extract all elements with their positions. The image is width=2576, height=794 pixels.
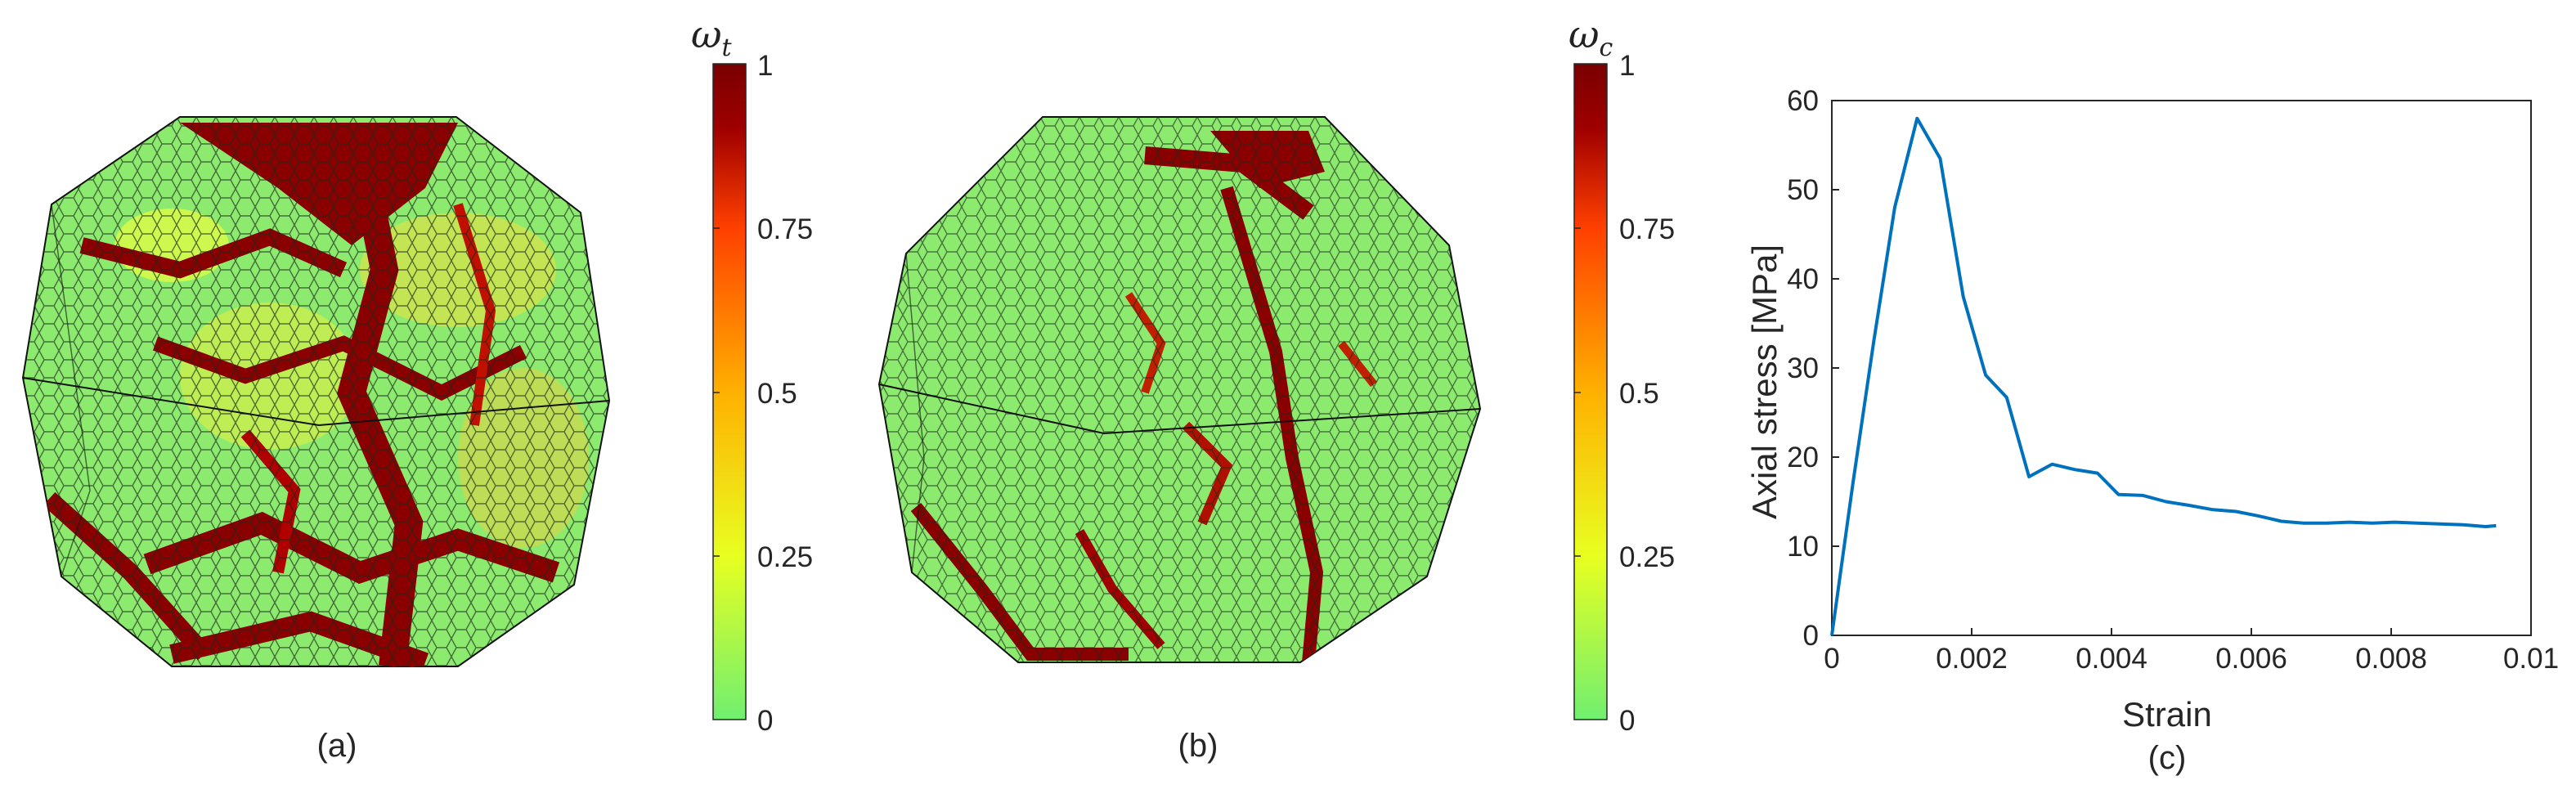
colorbar-b-tick: 0: [1619, 705, 1635, 737]
caption-a: (a): [317, 728, 357, 764]
colorbar-b-tick: 0.75: [1619, 213, 1675, 245]
colorbar-b-title: ωc: [1568, 12, 1613, 62]
x-tick-label: 0.002: [1936, 643, 2008, 675]
series-line: [1830, 116, 2497, 636]
x-tick-label: 0.004: [2076, 643, 2147, 675]
colorbar-b-tick: 0.5: [1619, 378, 1659, 410]
plot-frame: [1831, 100, 2532, 636]
colorbar-a-tick: 0: [757, 705, 773, 737]
colorbar-a-tick: 0.75: [757, 213, 813, 245]
colorbar-a-tick: 0.5: [757, 378, 797, 410]
damage-solid-b: [877, 116, 1482, 663]
colorbar-a-tick: 0.25: [757, 541, 813, 573]
colorbar-a-title: ωt: [691, 12, 733, 62]
y-tick-label: 30: [1787, 352, 1819, 384]
x-axis-label: Strain: [2122, 695, 2212, 733]
x-tick-label: 0.01: [2503, 643, 2559, 675]
caption-c: (c): [2148, 740, 2187, 776]
x-tick-label: 0: [1824, 643, 1839, 675]
caption-b: (b): [1178, 728, 1218, 764]
y-tick-label: 50: [1787, 174, 1819, 206]
stress-strain-chart: 0 0.002 0.004 0.006 0.008 0.01 0102030405060 …: [1745, 85, 2559, 776]
y-tick-label: 40: [1787, 263, 1819, 295]
colorbar-b-tick: 0.25: [1619, 541, 1675, 573]
x-tick-label: 0.008: [2355, 643, 2427, 675]
colorbar-b-tick: 1: [1619, 50, 1635, 82]
colorbar-a: ωt 1 0.75 0.5 0.25 0: [691, 12, 813, 737]
x-tick-label: 0.006: [2215, 643, 2287, 675]
colorbar-b: ωc 1 0.75 0.5 0.25 0: [1568, 12, 1675, 737]
y-tick-label: 0: [1803, 620, 1819, 652]
damage-solid-a: [21, 116, 611, 667]
y-axis-label: Axial stress [MPa]: [1745, 244, 1784, 519]
y-tick-label: 20: [1787, 442, 1819, 473]
x-axis: 0 0.002 0.004 0.006 0.008 0.01: [1824, 628, 2559, 675]
colorbar-a-tick: 1: [757, 50, 773, 82]
y-tick-label: 10: [1787, 531, 1819, 563]
y-tick-label: 60: [1787, 85, 1819, 117]
y-axis: 0 10 20 30 40 50 60: [1787, 85, 1839, 652]
